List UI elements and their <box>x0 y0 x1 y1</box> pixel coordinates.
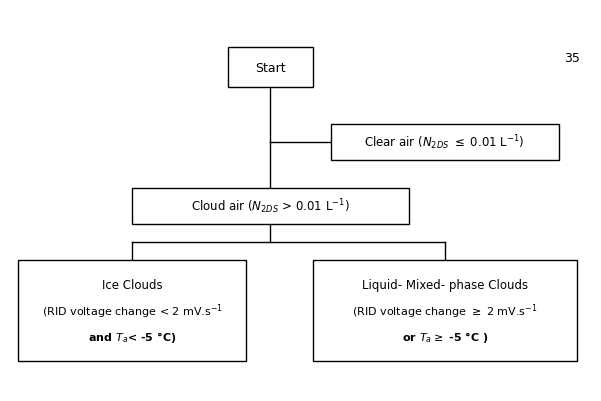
FancyBboxPatch shape <box>132 188 409 225</box>
FancyBboxPatch shape <box>228 48 313 88</box>
Text: Liquid- Mixed- phase Clouds: Liquid- Mixed- phase Clouds <box>362 278 528 291</box>
Text: (RID voltage change < 2 mV.s$^{-1}$: (RID voltage change < 2 mV.s$^{-1}$ <box>41 302 223 320</box>
Text: Start: Start <box>255 62 285 75</box>
FancyBboxPatch shape <box>313 261 577 361</box>
FancyBboxPatch shape <box>331 124 559 160</box>
Text: Cloud air ($N_{2DS}$ > 0.01 L$^{-1}$): Cloud air ($N_{2DS}$ > 0.01 L$^{-1}$) <box>191 197 350 216</box>
FancyBboxPatch shape <box>18 261 246 361</box>
Text: and $\mathit{T}_a$< -5 °C): and $\mathit{T}_a$< -5 °C) <box>88 329 177 344</box>
Text: Clear air ($N_{2DS}$ $\leq$ 0.01 L$^{-1}$): Clear air ($N_{2DS}$ $\leq$ 0.01 L$^{-1}… <box>364 133 525 152</box>
Text: (RID voltage change $\geq$ 2 mV.s$^{-1}$: (RID voltage change $\geq$ 2 mV.s$^{-1}$ <box>352 302 537 320</box>
Text: Ice Clouds: Ice Clouds <box>102 278 162 291</box>
Text: or $\mathit{T}_a$$\geq$ -5 °C ): or $\mathit{T}_a$$\geq$ -5 °C ) <box>401 329 488 344</box>
Text: 35: 35 <box>564 52 580 65</box>
